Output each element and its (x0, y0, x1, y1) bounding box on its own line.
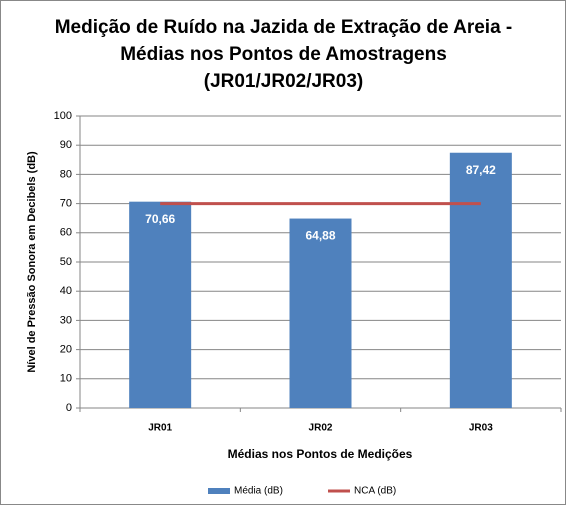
y-tick-label: 30 (60, 314, 72, 326)
x-tick-label: JR01 (148, 423, 172, 434)
y-tick-label: 90 (60, 139, 72, 151)
data-label: 87,42 (466, 163, 496, 177)
y-tick-label: 50 (60, 256, 72, 268)
x-tick-label: JR03 (469, 423, 493, 434)
data-label: 70,66 (145, 212, 175, 226)
bar (449, 152, 512, 408)
x-tick-label: JR02 (309, 423, 333, 434)
legend-label: NCA (dB) (354, 486, 396, 497)
y-tick-label: 70 (60, 198, 72, 210)
legend-label: Média (dB) (234, 486, 283, 497)
y-tick-label: 20 (60, 344, 72, 356)
legend-swatch (208, 488, 230, 494)
x-axis-label: Médias nos Pontos de Medições (228, 447, 413, 461)
y-tick-label: 10 (60, 373, 72, 385)
y-tick-label: 60 (60, 227, 72, 239)
y-tick-label: 80 (60, 168, 72, 180)
y-tick-label: 0 (66, 402, 72, 414)
data-label: 64,88 (305, 229, 335, 243)
y-axis-label: Nível de Pressão Sonora em Decibels (dB) (26, 151, 38, 373)
bar (289, 218, 352, 408)
y-tick-label: 100 (54, 110, 72, 122)
y-tick-label: 40 (60, 285, 72, 297)
bar (129, 201, 192, 408)
chart-title: Medição de Ruído na Jazida de Extração d… (54, 17, 513, 92)
